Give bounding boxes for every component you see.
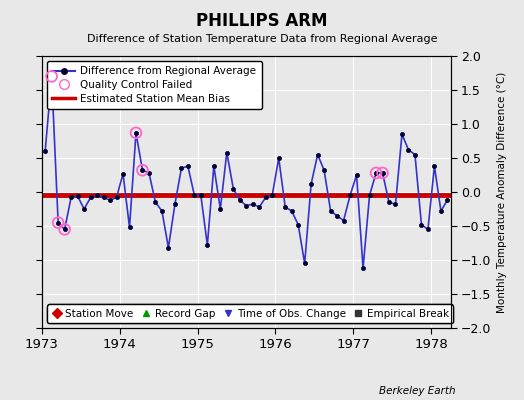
Legend: Station Move, Record Gap, Time of Obs. Change, Empirical Break: Station Move, Record Gap, Time of Obs. C… bbox=[47, 304, 453, 323]
Point bbox=[54, 219, 62, 226]
Point bbox=[372, 170, 380, 176]
Point bbox=[132, 130, 140, 136]
Point bbox=[48, 73, 56, 80]
Point bbox=[378, 170, 387, 176]
Y-axis label: Monthly Temperature Anomaly Difference (°C): Monthly Temperature Anomaly Difference (… bbox=[497, 71, 507, 313]
Point bbox=[138, 167, 147, 174]
Text: PHILLIPS ARM: PHILLIPS ARM bbox=[196, 12, 328, 30]
Text: Berkeley Earth: Berkeley Earth bbox=[379, 386, 456, 396]
Text: Difference of Station Temperature Data from Regional Average: Difference of Station Temperature Data f… bbox=[87, 34, 437, 44]
Point bbox=[60, 226, 69, 232]
